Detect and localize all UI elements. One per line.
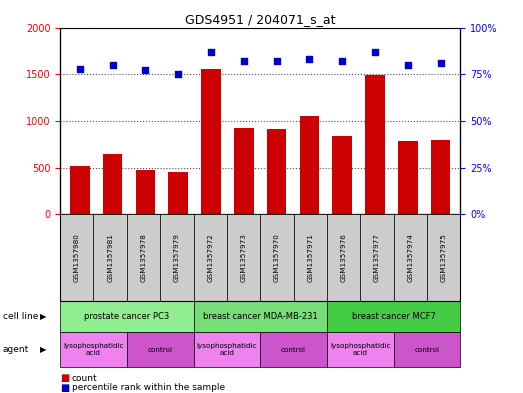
Text: GSM1357978: GSM1357978 xyxy=(141,233,146,282)
Bar xyxy=(201,68,221,214)
Point xyxy=(240,58,248,64)
Text: breast cancer MCF7: breast cancer MCF7 xyxy=(351,312,436,321)
Text: GSM1357977: GSM1357977 xyxy=(374,233,380,282)
Bar xyxy=(234,128,254,214)
Bar xyxy=(267,129,287,214)
Text: control: control xyxy=(281,347,306,353)
Text: ▶: ▶ xyxy=(40,345,47,354)
Bar xyxy=(70,165,89,214)
Point xyxy=(108,62,117,68)
Point xyxy=(305,56,314,62)
Point xyxy=(404,62,412,68)
Text: count: count xyxy=(72,374,97,382)
Point xyxy=(338,58,346,64)
Text: GSM1357972: GSM1357972 xyxy=(207,233,213,282)
Text: control: control xyxy=(147,347,173,353)
Text: GSM1357971: GSM1357971 xyxy=(307,233,313,282)
Text: cell line: cell line xyxy=(3,312,38,321)
Text: breast cancer MDA-MB-231: breast cancer MDA-MB-231 xyxy=(203,312,317,321)
Text: GSM1357981: GSM1357981 xyxy=(107,233,113,282)
Text: ▶: ▶ xyxy=(40,312,47,321)
Text: control: control xyxy=(414,347,439,353)
Text: lysophosphatidic
acid: lysophosphatidic acid xyxy=(197,343,257,356)
Point xyxy=(371,49,379,55)
Bar xyxy=(300,116,319,214)
Point xyxy=(272,58,281,64)
Text: ■: ■ xyxy=(60,373,70,383)
Bar xyxy=(365,75,385,214)
Point xyxy=(207,49,215,55)
Point xyxy=(174,71,183,77)
Point xyxy=(436,60,445,66)
Text: lysophosphatidic
acid: lysophosphatidic acid xyxy=(63,343,124,356)
Title: GDS4951 / 204071_s_at: GDS4951 / 204071_s_at xyxy=(185,13,335,26)
Text: percentile rank within the sample: percentile rank within the sample xyxy=(72,384,225,392)
Text: GSM1357979: GSM1357979 xyxy=(174,233,180,282)
Bar xyxy=(103,154,122,214)
Text: prostate cancer PC3: prostate cancer PC3 xyxy=(84,312,169,321)
Text: ■: ■ xyxy=(60,383,70,393)
Text: GSM1357973: GSM1357973 xyxy=(241,233,246,282)
Text: GSM1357975: GSM1357975 xyxy=(440,233,447,282)
Bar xyxy=(332,136,352,214)
Bar xyxy=(135,170,155,214)
Text: GSM1357976: GSM1357976 xyxy=(340,233,347,282)
Bar xyxy=(168,172,188,214)
Bar xyxy=(431,140,450,214)
Text: lysophosphatidic
acid: lysophosphatidic acid xyxy=(330,343,391,356)
Text: GSM1357970: GSM1357970 xyxy=(274,233,280,282)
Text: agent: agent xyxy=(3,345,29,354)
Text: GSM1357974: GSM1357974 xyxy=(407,233,413,282)
Point xyxy=(141,67,150,73)
Point xyxy=(76,65,84,72)
Text: GSM1357980: GSM1357980 xyxy=(74,233,80,282)
Bar xyxy=(398,141,417,214)
